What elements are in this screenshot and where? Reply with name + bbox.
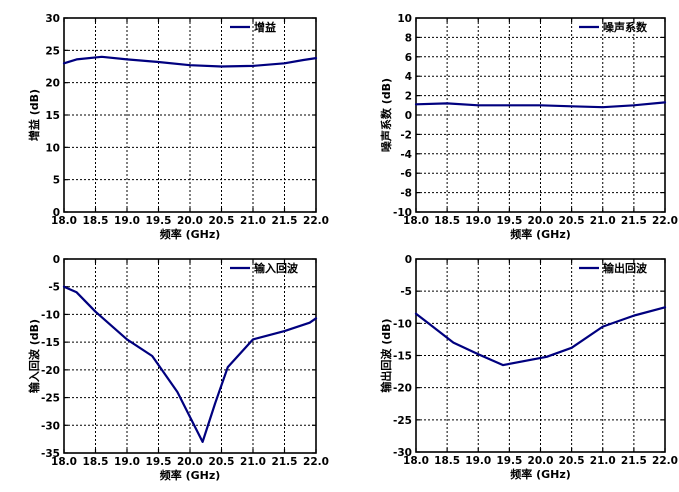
y-tick-label: 8 — [405, 32, 412, 44]
y-tick-label: -2 — [400, 129, 412, 141]
x-tick-label: 18.0 — [403, 215, 429, 227]
y-tick-label: 0 — [405, 254, 412, 266]
y-tick-label: 10 — [397, 13, 412, 25]
legend-label: 增益 — [254, 20, 276, 34]
x-tick-label: 19.0 — [465, 215, 491, 227]
x-tick-label: 20.5 — [209, 456, 235, 468]
y-tick-label: 10 — [45, 142, 60, 154]
chart-panel-2: 18.0 18.5 19.0 19.5 20.0 20.5 21.0 21.5 22.0 -10 -… — [379, 13, 678, 241]
x-tick-label: 21.0 — [590, 215, 616, 227]
y-tick-label: -8 — [400, 188, 412, 200]
legend-label: 输入回波 — [254, 261, 299, 275]
x-tick-label: 22.0 — [303, 456, 329, 468]
y-tick-label: -20 — [393, 383, 412, 395]
grid — [64, 18, 316, 212]
y-tick-label: -30 — [41, 420, 60, 432]
x-tick-label: 19.0 — [465, 455, 491, 467]
y-tick-label: -15 — [393, 351, 412, 363]
y-tick-label: 0 — [405, 110, 412, 122]
y-tick-label: 0 — [53, 207, 60, 219]
x-tick-label: 18.5 — [83, 215, 109, 227]
y-tick-label: 5 — [53, 175, 60, 187]
chart-panel-3: 18.0 18.5 19.0 19.5 20.0 20.5 21.0 21.5 22.0 -35 -… — [27, 254, 329, 482]
y-tick-label: -10 — [393, 207, 412, 219]
x-axis-label: 频率 (GHz) — [510, 227, 571, 241]
y-tick-label: 20 — [45, 78, 60, 90]
y-tick-label: -10 — [41, 309, 60, 321]
y-tick-label: -10 — [393, 318, 412, 330]
x-tick-label: 22.0 — [303, 215, 329, 227]
y-axis-label: 输入回波 (dB) — [27, 319, 41, 393]
chart-panel-1: 18.0 18.5 19.0 19.5 20.0 20.5 21.0 21.5 22.0 0 5 10… — [27, 13, 329, 241]
x-tick-label: 19.5 — [146, 456, 172, 468]
x-tick-label: 20.5 — [209, 215, 235, 227]
series-line-1 — [62, 285, 318, 443]
x-tick-label: 18.0 — [51, 215, 77, 227]
x-tick-label: 21.0 — [590, 455, 616, 467]
x-tick-label: 22.0 — [652, 455, 678, 467]
series-line-1 — [414, 306, 667, 367]
legend: 输出回波 — [579, 261, 648, 275]
y-tick-label: -35 — [41, 448, 60, 460]
y-tick-label: 0 — [53, 254, 60, 266]
y-tick-label: -15 — [41, 337, 60, 349]
y-tick-label: 6 — [405, 52, 412, 64]
x-tick-label: 18.5 — [434, 455, 460, 467]
y-axis-label: 输出回波 (dB) — [379, 318, 393, 392]
grid — [416, 18, 665, 212]
series-line-1 — [414, 101, 667, 109]
legend-label: 噪声系数 — [603, 20, 648, 34]
x-tick-label: 21.0 — [240, 215, 266, 227]
x-axis-label: 频率 (GHz) — [510, 467, 571, 481]
grid — [416, 259, 665, 452]
x-tick-label: 19.5 — [146, 215, 172, 227]
y-tick-label: -30 — [393, 447, 412, 459]
y-tick-label: -25 — [41, 393, 60, 405]
grid — [64, 259, 316, 453]
x-tick-label: 20.0 — [177, 215, 203, 227]
x-tick-label: 19.5 — [496, 215, 522, 227]
legend-label: 输出回波 — [603, 261, 648, 275]
x-tick-label: 20.0 — [528, 455, 554, 467]
y-tick-label: 30 — [45, 13, 60, 25]
legend: 增益 — [230, 20, 276, 34]
y-axis-label: 增益 (dB) — [27, 89, 41, 141]
x-tick-label: 21.0 — [240, 456, 266, 468]
x-tick-label: 22.0 — [652, 215, 678, 227]
y-tick-label: 2 — [405, 91, 412, 103]
y-axis-label: 噪声系数 (dB) — [379, 78, 393, 152]
legend: 噪声系数 — [579, 20, 648, 34]
series-line-1 — [62, 55, 318, 68]
legend: 输入回波 — [230, 261, 299, 275]
y-tick-label: 4 — [405, 71, 412, 83]
y-tick-label: -6 — [400, 168, 412, 180]
x-tick-label: 19.0 — [114, 215, 140, 227]
x-tick-label: 21.5 — [272, 215, 298, 227]
x-tick-label: 21.5 — [621, 455, 647, 467]
x-tick-label: 21.5 — [272, 456, 298, 468]
chart-panel-4: 18.0 18.5 19.0 19.5 20.0 20.5 21.0 21.5 22.0 -30 -… — [379, 254, 678, 481]
y-tick-label: 25 — [45, 45, 60, 57]
x-tick-label: 18.0 — [403, 455, 429, 467]
y-tick-label: -5 — [48, 282, 60, 294]
x-tick-label: 20.0 — [177, 456, 203, 468]
x-tick-label: 18.5 — [83, 456, 109, 468]
x-tick-label: 20.5 — [559, 215, 585, 227]
x-axis-label: 频率 (GHz) — [160, 227, 221, 241]
x-tick-label: 21.5 — [621, 215, 647, 227]
x-tick-label: 20.5 — [559, 455, 585, 467]
x-tick-label: 20.0 — [528, 215, 554, 227]
x-tick-label: 19.0 — [114, 456, 140, 468]
y-tick-label: -25 — [393, 415, 412, 427]
y-tick-label: -20 — [41, 365, 60, 377]
y-tick-label: -4 — [400, 149, 412, 161]
x-tick-label: 18.0 — [51, 456, 77, 468]
x-axis-label: 频率 (GHz) — [160, 468, 221, 482]
x-tick-label: 18.5 — [434, 215, 460, 227]
y-tick-label: 15 — [45, 110, 60, 122]
y-tick-label: -5 — [400, 286, 412, 298]
x-tick-label: 19.5 — [496, 455, 522, 467]
